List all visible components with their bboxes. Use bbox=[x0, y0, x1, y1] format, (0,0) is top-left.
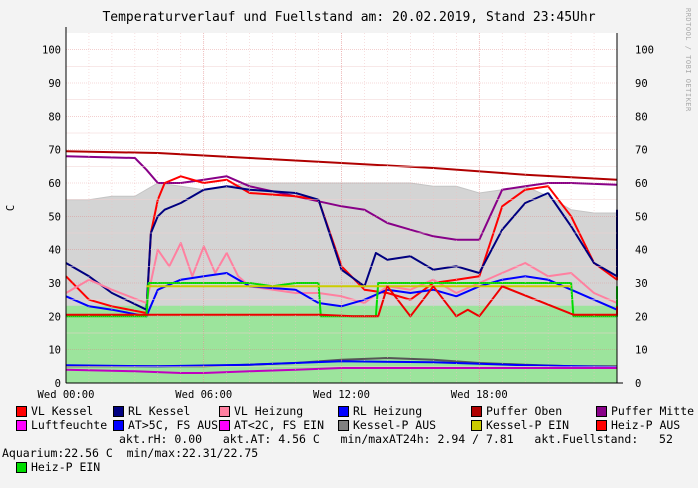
legend-label: RL Heizung bbox=[353, 404, 423, 418]
legend-item: Heiz-P AUS bbox=[596, 418, 680, 432]
legend-row-4: Aquarium:22.56 C min/max:22.31/22.75 bbox=[2, 446, 258, 488]
legend-item: RL Heizung bbox=[338, 404, 422, 418]
y-tick-label-right: 100 bbox=[635, 45, 654, 57]
current-values: akt.rH: 0.00 akt.AT: 4.56 C min/maxAT24h… bbox=[119, 432, 673, 446]
legend-label: Puffer Mitte bbox=[611, 404, 695, 418]
legend-label: AT<2C, FS EIN bbox=[234, 418, 325, 432]
chart-frame: Temperaturverlauf und Fuellstand am: 20.… bbox=[2, 8, 694, 474]
legend-item: Puffer Oben bbox=[471, 404, 562, 418]
y-tick-label-right: 30 bbox=[635, 278, 648, 290]
legend-row-3: Heiz-P EIN akt.rH: 0.00 akt.AT: 4.56 C m… bbox=[16, 432, 673, 488]
legend-label: Kessel-P AUS bbox=[353, 418, 437, 432]
x-tick-label: Wed 06:00 bbox=[175, 389, 232, 400]
y-tick-label-left: 0 bbox=[55, 378, 61, 390]
series-line bbox=[66, 285, 618, 318]
y-tick-label-right: 70 bbox=[635, 145, 648, 157]
legend-swatch bbox=[338, 419, 349, 431]
legend-label: VL Kessel bbox=[31, 404, 94, 418]
temperature-chart: Temperaturverlauf und Fuellstand am: 20.… bbox=[5, 10, 654, 400]
axes: 0 0 10 10 20 20 30 30 40 40 50 50 60 60 70 70 80 80 90 90 10… bbox=[38, 27, 654, 400]
series-line bbox=[65, 272, 618, 318]
series-line bbox=[65, 185, 618, 311]
legend-label: RL Kessel bbox=[128, 404, 191, 418]
y-tick-label-left: 50 bbox=[48, 211, 61, 223]
legend-item: AT<2C, FS EIN bbox=[219, 418, 324, 432]
y-tick-label-right: 60 bbox=[635, 178, 648, 190]
legend-swatch bbox=[16, 405, 27, 417]
legend-swatch bbox=[596, 405, 607, 417]
y-tick-label-left: 100 bbox=[42, 45, 61, 57]
legend-item: VL Kessel bbox=[16, 404, 93, 418]
aquarium-values: Aquarium:22.56 C min/max:22.31/22.75 bbox=[2, 446, 259, 460]
y-tick-label-right: 90 bbox=[635, 78, 648, 90]
x-tick-label: Wed 00:00 bbox=[38, 389, 95, 400]
y-tick-label-right: 50 bbox=[635, 211, 648, 223]
legend-swatch bbox=[219, 419, 230, 431]
y-tick-label-left: 40 bbox=[48, 245, 61, 257]
legend-item: RL Kessel bbox=[113, 404, 190, 418]
y-tick-label-right: 0 bbox=[635, 378, 641, 390]
legend-swatch bbox=[16, 419, 27, 431]
y-axis-label: C bbox=[5, 205, 17, 211]
y-tick-label-right: 20 bbox=[635, 311, 648, 323]
y-tick-label-left: 90 bbox=[48, 78, 61, 90]
legend-swatch bbox=[113, 419, 124, 431]
y-tick-label-left: 30 bbox=[48, 278, 61, 290]
legend-swatch bbox=[596, 419, 607, 431]
legend-swatch bbox=[471, 405, 482, 417]
y-tick-label-left: 10 bbox=[48, 345, 61, 357]
legend-item: Kessel-P EIN bbox=[471, 418, 569, 432]
y-tick-label-left: 60 bbox=[48, 178, 61, 190]
legend-label: Heiz-P AUS bbox=[611, 418, 681, 432]
legend-item: Kessel-P AUS bbox=[338, 418, 436, 432]
legend-item: Puffer Mitte bbox=[596, 404, 694, 418]
x-tick-label: Wed 12:00 bbox=[313, 389, 370, 400]
legend-label: Kessel-P EIN bbox=[486, 418, 570, 432]
legend-swatch bbox=[338, 405, 349, 417]
side-note: RRDTOOL / TOBI OETIKER bbox=[684, 8, 692, 112]
grid bbox=[65, 33, 617, 383]
legend-label: Puffer Oben bbox=[486, 404, 563, 418]
series-line bbox=[65, 242, 618, 304]
y-tick-label-right: 80 bbox=[635, 111, 648, 123]
legend-label: Luftfeuchte bbox=[31, 418, 108, 432]
legend-swatch bbox=[471, 419, 482, 431]
legend-label: AT>5C, FS AUS bbox=[128, 418, 219, 432]
y-tick-label-left: 80 bbox=[48, 111, 61, 123]
legend-item: VL Heizung bbox=[219, 404, 303, 418]
y-tick-label-right: 10 bbox=[635, 345, 648, 357]
x-tick-label: Wed 18:00 bbox=[451, 389, 508, 400]
chart-title: Temperaturverlauf und Fuellstand am: 20.… bbox=[102, 10, 595, 25]
legend-swatch bbox=[219, 405, 230, 417]
legend-item: Luftfeuchte bbox=[16, 418, 107, 432]
legend-item: AT>5C, FS AUS bbox=[113, 418, 218, 432]
legend-label: VL Heizung bbox=[234, 404, 304, 418]
y-tick-label-left: 20 bbox=[48, 311, 61, 323]
legend-swatch bbox=[113, 405, 124, 417]
y-tick-label-right: 40 bbox=[635, 245, 648, 257]
y-tick-label-left: 70 bbox=[48, 145, 61, 157]
